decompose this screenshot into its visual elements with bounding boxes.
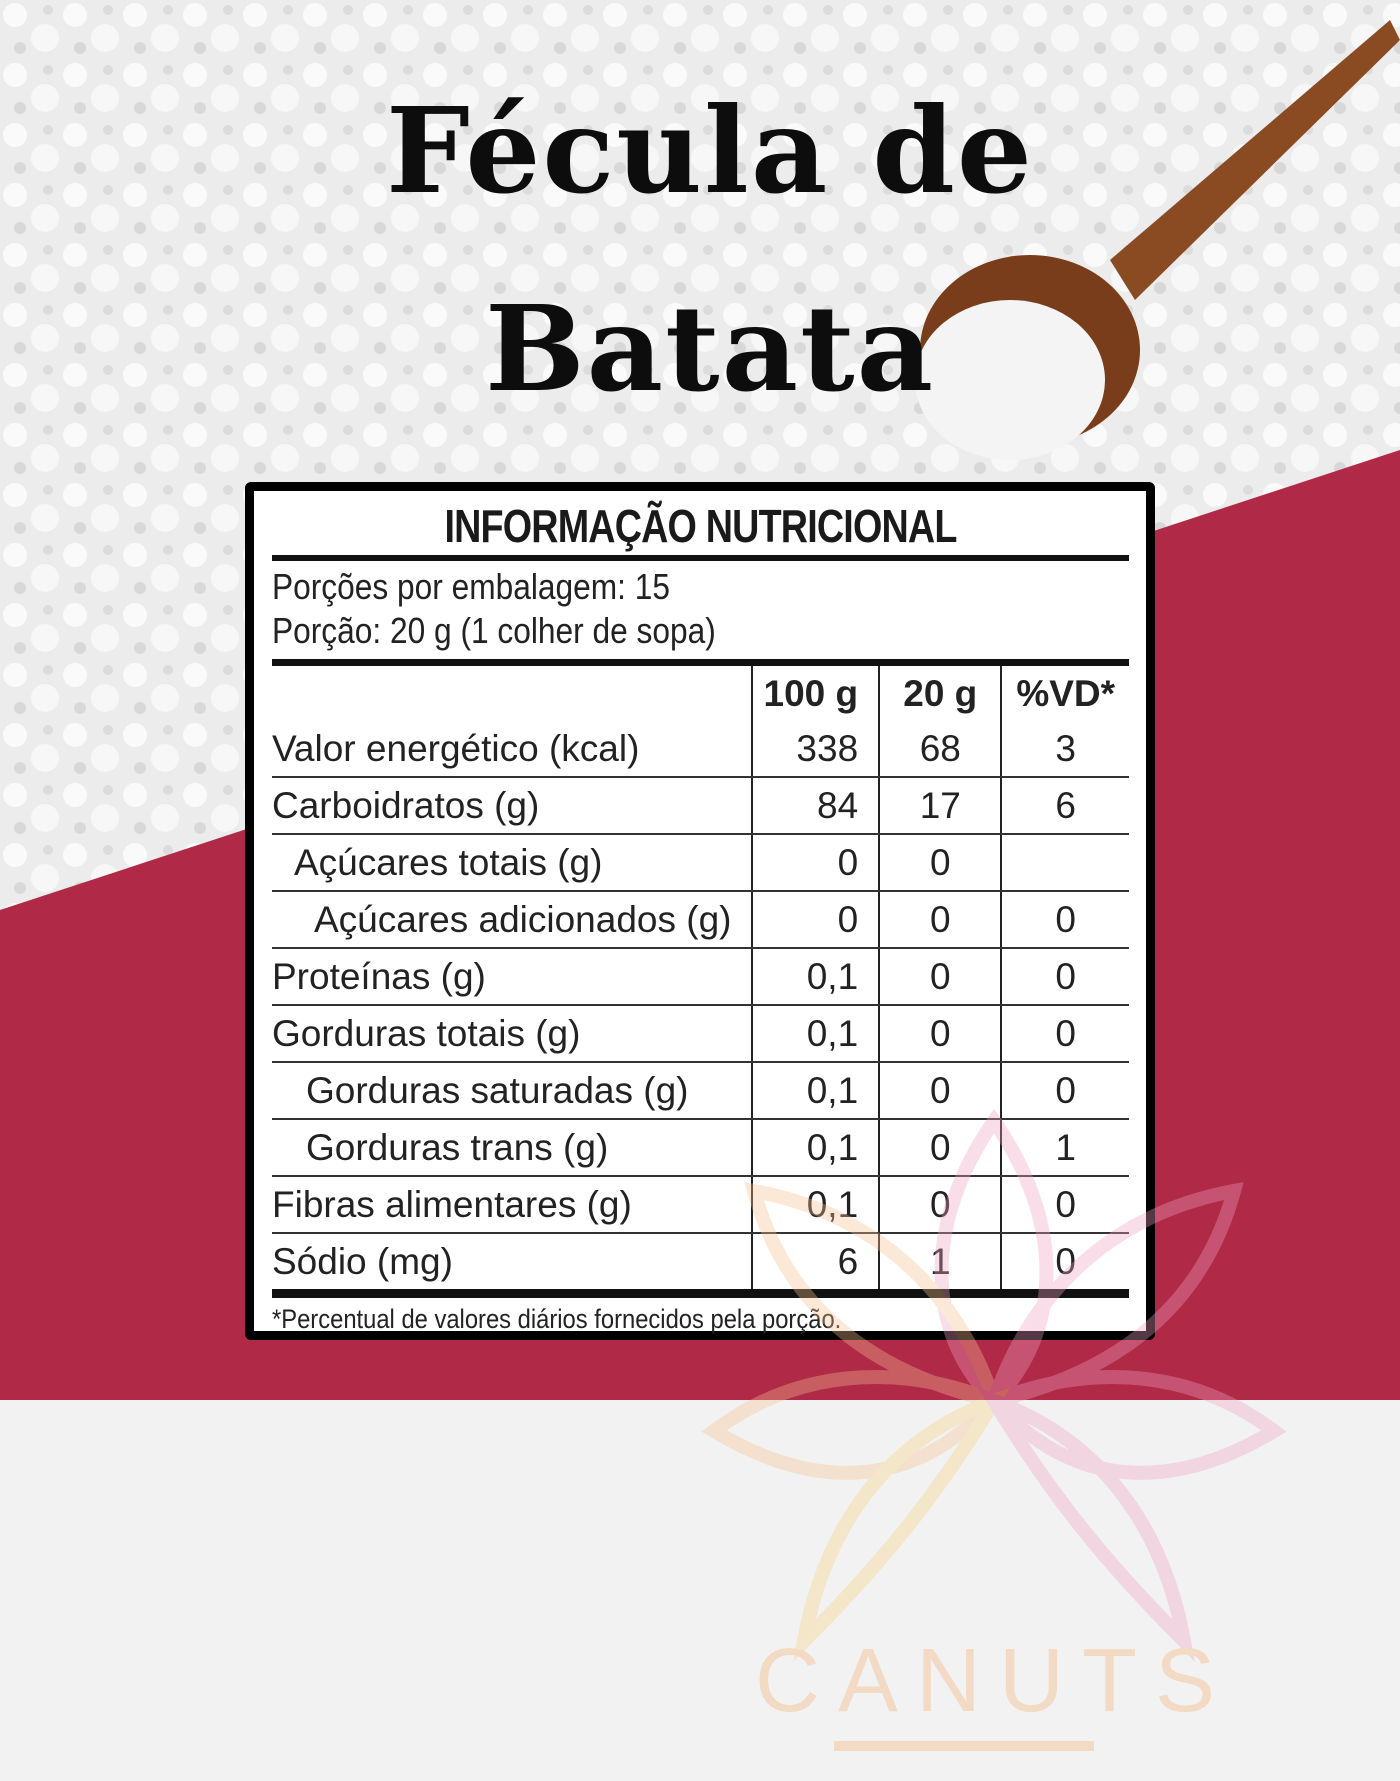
per-100g-value: 0 — [751, 834, 880, 892]
per-serving-value: 1 — [878, 1233, 1002, 1289]
per-serving-value: 0 — [878, 1176, 1002, 1234]
table-row: Sódio (mg) 6 1 0 — [272, 1233, 1129, 1289]
daily-value-percent: 0 — [1000, 1176, 1129, 1234]
per-100g-value: 84 — [751, 777, 880, 835]
per-100g-value: 0,1 — [751, 1062, 880, 1120]
per-serving-value: 0 — [878, 1005, 1002, 1063]
nutrient-name: Açúcares adicionados (g) — [272, 891, 753, 949]
per-100g-value: 0,1 — [751, 1119, 880, 1177]
serving-size: Porção: 20 g (1 colher de sopa) — [272, 610, 716, 651]
product-title-line2: Batata — [484, 279, 936, 418]
per-100g-value: 0,1 — [751, 1176, 880, 1234]
divider — [272, 555, 1129, 561]
table-row: Valor energético (kcal) 338 68 3 — [272, 721, 1129, 778]
nutrient-name: Gorduras saturadas (g) — [272, 1062, 753, 1120]
svg-text:CANUTS: CANUTS — [755, 1631, 1233, 1731]
table-row: Fibras alimentares (g) 0,1 0 0 — [272, 1176, 1129, 1234]
per-serving-value: 0 — [878, 891, 1002, 949]
nutrient-name: Valor energético (kcal) — [272, 721, 753, 778]
per-100g-value: 0,1 — [751, 1005, 880, 1063]
per-100g-value: 338 — [751, 721, 880, 778]
daily-value-percent: 0 — [1000, 1005, 1129, 1063]
divider — [272, 1289, 1129, 1298]
daily-value-percent: 0 — [1000, 1062, 1129, 1120]
servings-per-package: Porções por embalagem: 15 — [272, 566, 670, 607]
nutrient-name: Carboidratos (g) — [272, 777, 753, 835]
per-100g-value: 6 — [751, 1233, 880, 1289]
per-serving-value: 0 — [878, 1119, 1002, 1177]
table-row: Açúcares totais (g) 0 0 — [272, 834, 1129, 892]
daily-value-percent — [1000, 834, 1129, 892]
daily-value-percent: 1 — [1000, 1119, 1129, 1177]
table-row: Proteínas (g) 0,1 0 0 — [272, 948, 1129, 1006]
per-serving-value: 0 — [878, 1062, 1002, 1120]
per-100g-value: 0,1 — [751, 948, 880, 1006]
daily-value-percent: 0 — [1000, 1233, 1129, 1289]
daily-value-percent: 3 — [1000, 721, 1129, 778]
nutrient-name: Açúcares totais (g) — [272, 834, 753, 892]
table-row: Gorduras totais (g) 0,1 0 0 — [272, 1005, 1129, 1063]
daily-value-percent: 0 — [1000, 948, 1129, 1006]
per-serving-value: 0 — [878, 948, 1002, 1006]
table-row: Gorduras trans (g) 0,1 0 1 — [272, 1119, 1129, 1177]
nutrition-table: 100 g 20 g %VD* Valor energético (kcal) 3… — [272, 666, 1129, 1289]
per-100g-value: 0 — [751, 891, 880, 949]
nutrition-label: INFORMAÇÃO NUTRICIONAL Porções por embal… — [245, 482, 1287, 1751]
daily-value-percent: 0 — [1000, 891, 1129, 949]
nutrient-name: Fibras alimentares (g) — [272, 1176, 753, 1234]
nutrient-name: Gorduras trans (g) — [272, 1119, 753, 1177]
nutrient-name: Sódio (mg) — [272, 1240, 453, 1282]
footnote: *Percentual de valores diários fornecido… — [272, 1304, 842, 1334]
product-title-line1: Fécula de — [386, 81, 1034, 220]
per-serving-value: 0 — [878, 834, 1002, 892]
nutrient-name: Gorduras totais (g) — [272, 1005, 753, 1063]
table-row: Gorduras saturadas (g) 0,1 0 0 — [272, 1062, 1129, 1120]
label-heading: INFORMAÇÃO NUTRICIONAL — [444, 500, 957, 552]
per-serving-value: 68 — [878, 721, 1002, 778]
divider — [272, 659, 1129, 666]
table-row: Açúcares adicionados (g) 0 0 0 — [272, 891, 1129, 949]
wooden-spoon — [915, 20, 1400, 460]
per-serving-value: 17 — [878, 777, 1002, 835]
daily-value-percent: 6 — [1000, 777, 1129, 835]
table-header: 100 g 20 g %VD* — [272, 666, 1129, 721]
nutrient-name: Proteínas (g) — [272, 948, 753, 1006]
table-row: Carboidratos (g) 84 17 6 — [272, 777, 1129, 835]
